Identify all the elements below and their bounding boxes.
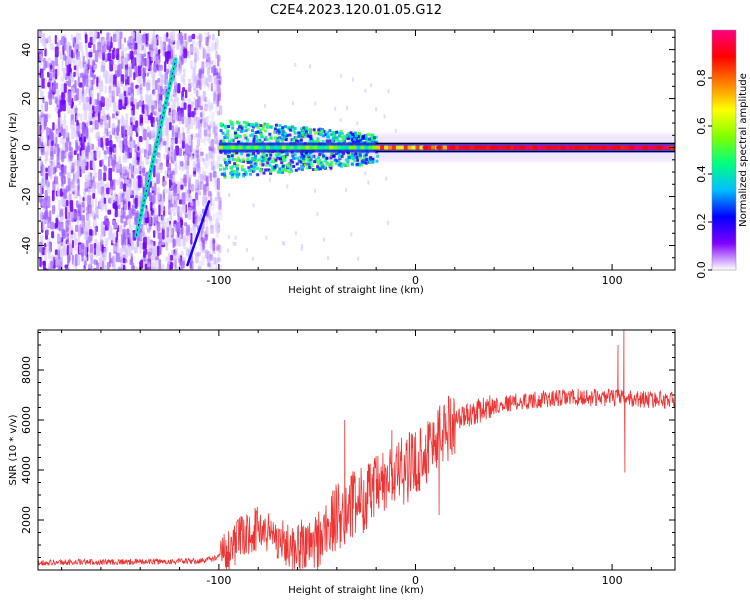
x-tick-label: 0 [412, 274, 419, 287]
colorbar-ticks: 0.0 0.2 0.4 0.6 0.8 [695, 69, 712, 279]
y-tick-label: -20 [20, 188, 33, 206]
spectrogram-ticks: -100 0 100 -40 -20 0 20 40 [20, 30, 675, 287]
colorbar-gradient [712, 30, 736, 270]
colorbar-tick-label: 0.2 [695, 213, 708, 231]
slanted-trace [134, 57, 178, 238]
colorbar-tick-label: 0.0 [695, 261, 708, 279]
y-tick-label: -40 [20, 237, 33, 255]
y-tick-label: 8000 [20, 356, 33, 384]
slanted-trace-2 [186, 200, 211, 267]
y-tick-label: 0 [20, 144, 33, 151]
spectrogram-frame [37, 29, 676, 271]
colorbar: 0.0 0.2 0.4 0.6 0.8 Normalized spectral ampl… [695, 29, 749, 279]
y-tick-label: 40 [20, 43, 33, 57]
spectrogram-plot-area [38, 30, 675, 270]
carrier-band [218, 119, 675, 179]
colorbar-label: Normalized spectral amplitude [738, 73, 749, 227]
snr-y-axis-label: SNR (10 * v/v) [8, 414, 19, 485]
snr-ticks: -100 0 100 2000 4000 6000 8000 [20, 330, 675, 587]
spectrogram-x-axis-label: Height of straight line (km) [288, 285, 424, 296]
x-tick-label: 0 [412, 574, 419, 587]
x-tick-label: 100 [602, 574, 623, 587]
snr-series-line [38, 330, 675, 570]
y-tick-label: 6000 [20, 406, 33, 434]
colorbar-tick-label: 0.8 [695, 69, 708, 87]
spectrogram-y-axis-label: Frequency (Hz) [8, 112, 19, 188]
snr-plot-area [38, 330, 675, 570]
y-tick-label: 4000 [20, 456, 33, 484]
colorbar-tick-label: 0.4 [695, 165, 708, 183]
y-tick-label: 2000 [20, 506, 33, 534]
colorbar-tick-label: 0.6 [695, 117, 708, 135]
x-tick-label: 100 [602, 274, 623, 287]
chart-title: C2E4.2023.120.01.05.G12 [270, 3, 442, 18]
x-tick-label: -100 [206, 274, 231, 287]
snr-frame [37, 329, 676, 571]
snr-panel: -100 0 100 2000 4000 6000 8000 Height of strai… [8, 329, 676, 596]
snr-x-axis-label: Height of straight line (km) [288, 585, 424, 596]
snr-background [38, 330, 675, 570]
spectrogram-panel: -100 0 100 -40 -20 0 20 40 Height of straight l… [8, 29, 676, 296]
y-tick-label: 20 [20, 92, 33, 106]
colorbar-frame [711, 29, 737, 271]
x-tick-label: -100 [206, 574, 231, 587]
